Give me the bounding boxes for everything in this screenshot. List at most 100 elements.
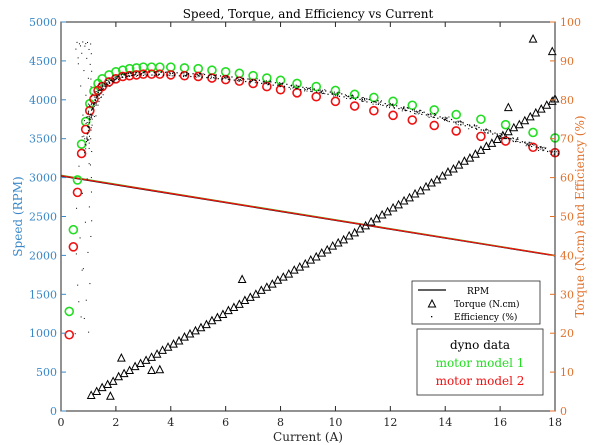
efficiency-dot [84, 221, 86, 223]
efficiency-dot [74, 333, 76, 335]
efficiency-dot [80, 85, 82, 87]
efficiency-dot [270, 80, 272, 82]
efficiency-dot [160, 71, 162, 74]
efficiency-dot [198, 75, 200, 77]
efficiency-point [388, 110, 398, 121]
efficiency-dot [406, 107, 408, 109]
efficiency-dot [321, 89, 323, 91]
efficiency-dot [226, 76, 228, 78]
efficiency-dot [278, 84, 280, 86]
efficiency-dot [331, 93, 333, 95]
efficiency-dot [125, 72, 127, 74]
efficiency-dot [86, 137, 88, 139]
y-left-tick-label: 1500 [29, 288, 57, 301]
efficiency-dot [542, 149, 544, 152]
efficiency-dot [121, 76, 123, 78]
efficiency-point [330, 96, 341, 107]
efficiency-dot [201, 76, 203, 78]
efficiency-dot [553, 150, 555, 152]
efficiency-point [476, 114, 486, 125]
efficiency-dot [237, 77, 239, 79]
efficiency-dot [485, 129, 487, 131]
efficiency-dot [223, 77, 225, 79]
efficiency-dot [203, 73, 206, 76]
efficiency-dot [499, 133, 501, 135]
efficiency-dot [345, 95, 347, 97]
efficiency-dot [331, 92, 333, 94]
efficiency-dot [213, 77, 215, 79]
efficiency-dot [78, 301, 80, 303]
efficiency-dot [105, 79, 107, 81]
efficiency-dot [98, 97, 100, 99]
efficiency-point [124, 63, 135, 74]
efficiency-dot [373, 100, 375, 103]
torque-point [105, 391, 115, 400]
efficiency-dot [88, 111, 90, 113]
efficiency-dot [98, 95, 100, 97]
efficiency-dot [88, 206, 90, 208]
efficiency-dot [88, 122, 90, 124]
efficiency-dot [528, 142, 530, 144]
efficiency-dot [247, 78, 249, 80]
efficiency-dot [215, 74, 217, 76]
x-tick-label: 4 [167, 416, 174, 429]
efficiency-dot [366, 98, 368, 100]
efficiency-dot [95, 96, 97, 98]
efficiency-point [349, 101, 360, 111]
legend-sources: dyno data motor model 1 motor model 2 [416, 328, 544, 396]
y-right-tick-label: 80 [560, 94, 574, 107]
efficiency-dot [279, 82, 281, 84]
efficiency-dot [316, 91, 318, 93]
efficiency-dot [556, 151, 558, 153]
efficiency-dot [93, 103, 95, 105]
efficiency-dot [90, 127, 92, 129]
efficiency-dot [190, 75, 192, 78]
efficiency-dot [500, 136, 502, 138]
efficiency-dot [505, 135, 508, 137]
efficiency-dot [231, 76, 233, 78]
efficiency-dot [380, 101, 382, 103]
efficiency-dot [286, 83, 288, 85]
efficiency-dot [95, 102, 97, 104]
efficiency-dot [469, 125, 471, 127]
efficiency-dot [102, 94, 104, 96]
efficiency-dot [86, 133, 89, 135]
efficiency-point [311, 91, 322, 102]
efficiency-dot [87, 139, 89, 141]
efficiency-dot [81, 52, 83, 54]
efficiency-dot [127, 75, 129, 77]
efficiency-dot [132, 72, 134, 74]
efficiency-dot [512, 141, 514, 143]
efficiency-dot [89, 164, 91, 166]
efficiency-dot [254, 79, 256, 81]
efficiency-dot [124, 74, 127, 76]
efficiency-point [64, 329, 75, 340]
efficiency-dot [89, 63, 91, 65]
efficiency-dot [525, 145, 527, 147]
efficiency-dot [255, 79, 257, 81]
efficiency-dot [235, 77, 238, 79]
efficiency-dot [372, 103, 374, 105]
efficiency-dot [88, 48, 90, 50]
y-left-tick-label: 4500 [29, 55, 57, 68]
efficiency-dot [378, 102, 380, 104]
efficiency-dot [77, 284, 79, 286]
efficiency-dot [207, 76, 209, 78]
efficiency-dot [487, 132, 489, 134]
efficiency-dot [173, 74, 175, 76]
efficiency-dot [459, 120, 461, 122]
legend-sources-box [416, 328, 544, 396]
efficiency-point [528, 142, 538, 153]
efficiency-dot [111, 80, 113, 82]
efficiency-dot [240, 79, 242, 82]
efficiency-dot [233, 79, 235, 81]
efficiency-dot [366, 98, 368, 100]
efficiency-dot [261, 82, 263, 84]
efficiency-dot [238, 80, 240, 82]
efficiency-dot [77, 63, 79, 65]
efficiency-dot [93, 104, 95, 106]
efficiency-dot [121, 73, 123, 75]
efficiency-dot [83, 70, 85, 72]
efficiency-point [275, 84, 286, 95]
efficiency-dot [396, 105, 398, 107]
